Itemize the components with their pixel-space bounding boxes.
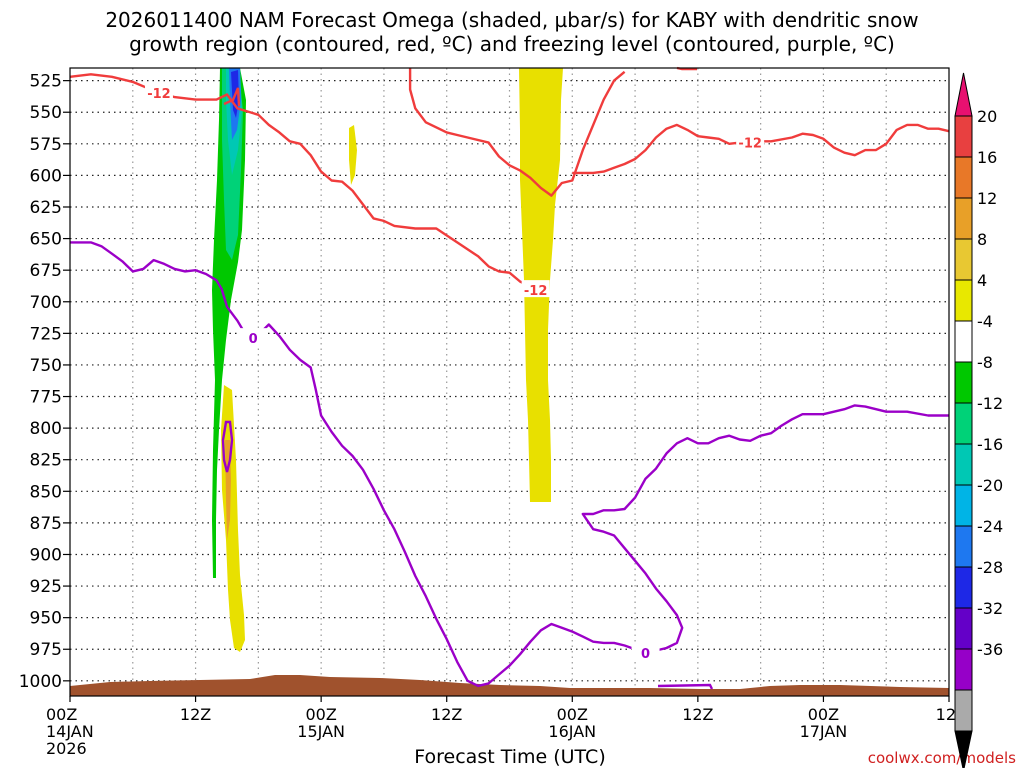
- y-tick-label: 975: [30, 640, 62, 660]
- colorbar-segment: [954, 197, 973, 240]
- colorbar-label: 12: [977, 189, 997, 208]
- omega-downward-yellow-small: [349, 125, 357, 185]
- credit-text: coolwx.com/models: [868, 749, 1016, 767]
- y-tick-label: 575: [30, 135, 62, 155]
- colorbar-label: -4: [977, 312, 993, 331]
- colorbar-segment: [954, 525, 973, 568]
- colorbar-label: -8: [977, 353, 993, 372]
- y-tick-label: 850: [30, 482, 62, 502]
- y-tick-label: 550: [30, 103, 62, 123]
- colorbar-label: -28: [977, 558, 1003, 577]
- contour-label: -12: [738, 136, 762, 151]
- y-tick-label: 525: [30, 72, 62, 92]
- colorbar-label: 4: [977, 271, 987, 290]
- colorbar-segment: [954, 402, 973, 445]
- colorbar-segment: [954, 156, 973, 199]
- contour-label: 0: [249, 332, 258, 347]
- colorbar-label: -32: [977, 599, 1003, 618]
- colorbar-segment: [954, 320, 973, 363]
- y-tick-label: 775: [30, 388, 62, 408]
- y-tick-label: 875: [30, 514, 62, 534]
- x-tick-label: 12Z: [431, 705, 462, 724]
- contour-line: [408, 68, 626, 197]
- colorbar-label: 8: [977, 230, 987, 249]
- y-tick-label: 725: [30, 324, 62, 344]
- contour-label-bg: [144, 83, 173, 101]
- colorbar-label: -20: [977, 476, 1003, 495]
- x-tick-label: 17JAN: [800, 722, 848, 741]
- colorbar-segment: [954, 238, 973, 281]
- contour-label: 0: [641, 647, 650, 662]
- colorbar-segment: [954, 115, 973, 158]
- x-tick-label: 00Z: [46, 705, 77, 724]
- terrain-ground: [70, 675, 949, 696]
- colorbar-label: -16: [977, 435, 1003, 454]
- colorbar-label: -12: [977, 394, 1003, 413]
- y-tick-label: 750: [30, 356, 62, 376]
- colorbar-label: -36: [977, 640, 1003, 659]
- freezing-level-surface-segment: [657, 683, 714, 690]
- colorbar-segment: [954, 443, 973, 486]
- colorbar-label: 16: [977, 148, 997, 167]
- colorbar-segment: [954, 648, 973, 691]
- colorbar-label: 20: [977, 107, 997, 126]
- colorbar-segment: [954, 566, 973, 609]
- x-tick-label: 00Z: [808, 705, 839, 724]
- colorbar-bottom-arrow: [954, 730, 973, 768]
- y-tick-label: 1000: [19, 672, 62, 692]
- x-tick-label: 00Z: [305, 705, 336, 724]
- contour-label-bg: [521, 280, 550, 298]
- colorbar-label: -24: [977, 517, 1003, 536]
- contour-label: -12: [524, 284, 548, 299]
- contour-label-bg: [631, 642, 660, 660]
- colorbar-segment: [954, 279, 973, 322]
- snow-growth-upper-left-spike: [223, 87, 241, 107]
- y-tick-label: 925: [30, 577, 62, 597]
- colorbar-segment: [954, 689, 973, 732]
- x-axis-label: Forecast Time (UTC): [414, 746, 605, 768]
- colorbar: 20 16 12 8 4 -4 -8 -12 -16 -20 -24 -28 -32 -36: [954, 72, 1003, 768]
- x-tick-label: 14JAN: [46, 722, 94, 741]
- y-tick-label: 625: [30, 198, 62, 218]
- x-tick-label: 00Z: [557, 705, 588, 724]
- grid-lines: [70, 68, 949, 696]
- plot-frame: [69, 67, 950, 697]
- y-tick-label: 950: [30, 609, 62, 629]
- x-tick-label: 2026: [46, 739, 87, 758]
- contour-label-bg: [736, 132, 765, 150]
- y-tick-label: 650: [30, 230, 62, 250]
- contour-label: -12: [147, 87, 171, 102]
- colorbar-segment: [954, 607, 973, 650]
- chart-title-line-2: growth region (contoured, red, ºC) and f…: [129, 32, 895, 56]
- x-tick-label: 12Z: [682, 705, 713, 724]
- y-tick-label: 675: [30, 261, 62, 281]
- y-tick-label: 700: [30, 293, 62, 313]
- chart-title-line-1: 2026011400 NAM Forecast Omega (shaded, µ…: [105, 8, 919, 32]
- x-tick-label: 16JAN: [548, 722, 596, 741]
- pressure-axis: 525 550 575 600 625 650 675 700 725 750 775 800 825 8…: [19, 72, 70, 692]
- freezing-level-closed-loop: [221, 420, 234, 473]
- x-tick-label: 15JAN: [297, 722, 345, 741]
- y-tick-label: 600: [30, 166, 62, 186]
- colorbar-segment: [954, 484, 973, 527]
- colorbar-top-arrow: [954, 72, 973, 117]
- contour-line: [69, 73, 542, 293]
- colorbar-segment: [954, 361, 973, 404]
- y-tick-label: 900: [30, 545, 62, 565]
- x-tick-label: 12Z: [180, 705, 211, 724]
- contour-label-bg: [239, 328, 268, 346]
- y-tick-label: 800: [30, 419, 62, 439]
- y-tick-label: 825: [30, 451, 62, 471]
- contour-labels: -12 -12 -12 0 0: [144, 83, 765, 662]
